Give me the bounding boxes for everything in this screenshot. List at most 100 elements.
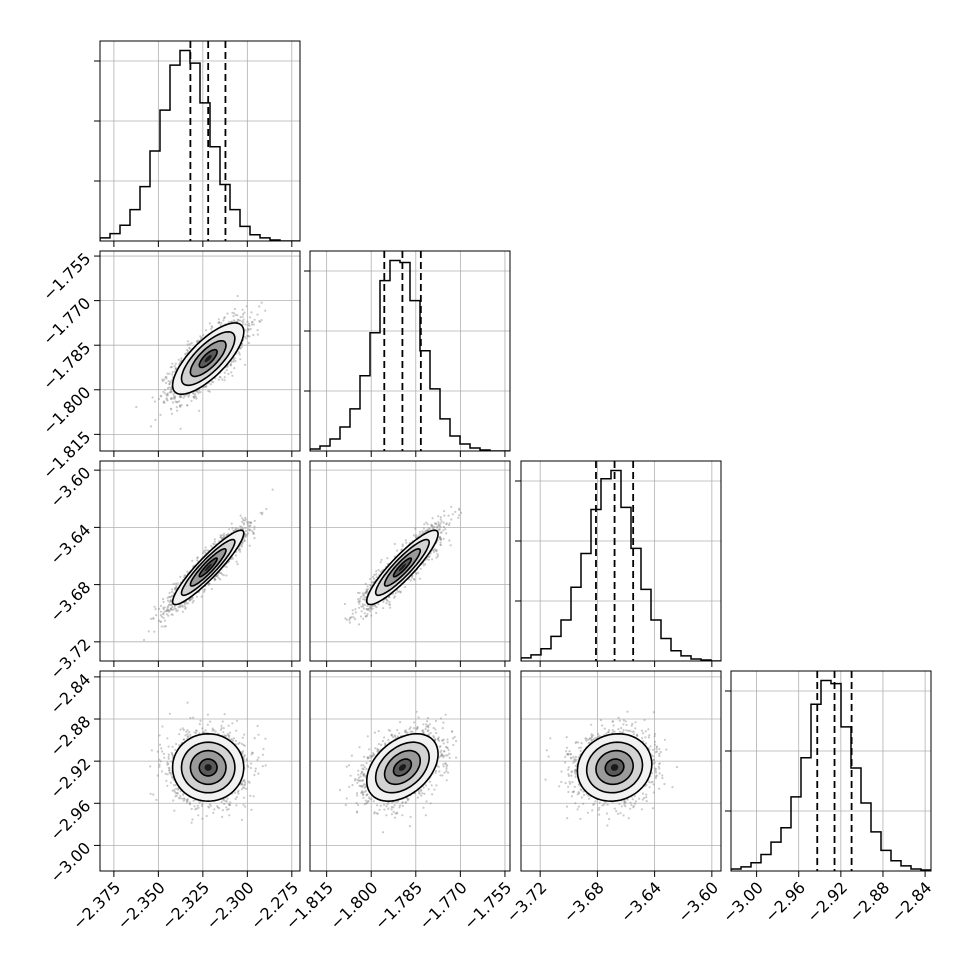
scatter-point — [150, 617, 153, 621]
scatter-point — [256, 329, 259, 332]
scatter-point — [169, 390, 172, 393]
scatter-point — [248, 525, 251, 528]
scatter-point — [241, 315, 244, 318]
scatter-point — [377, 602, 380, 606]
panel-frame — [309, 250, 511, 452]
scatter-point — [259, 320, 262, 323]
scatter-point — [242, 537, 245, 541]
scatter-point — [186, 404, 189, 407]
scatter-point — [213, 578, 217, 581]
scatter-point — [217, 378, 220, 381]
scatter-point — [234, 554, 237, 557]
scatter-point — [179, 427, 182, 430]
contour-line-2 — [180, 538, 236, 597]
scatter-point — [180, 359, 183, 362]
scatter-point — [204, 329, 208, 332]
scatter-point — [170, 397, 173, 400]
scatter-point — [204, 549, 207, 552]
scatter-point — [175, 586, 178, 589]
scatter-point — [367, 607, 371, 610]
scatter-point — [239, 514, 242, 517]
scatter-point — [405, 541, 408, 544]
scatter-point — [241, 320, 244, 323]
scatter-point — [234, 528, 237, 531]
scatter-point — [419, 531, 422, 534]
scatter-point — [226, 312, 229, 315]
scatter-point — [174, 366, 177, 370]
scatter-point — [160, 615, 163, 618]
scatter-point — [226, 365, 229, 368]
scatter-point — [208, 322, 211, 325]
scatter-point — [169, 595, 173, 598]
scatter-point — [436, 555, 439, 558]
scatter-point — [250, 321, 254, 324]
scatter-point — [169, 600, 172, 603]
scatter-point — [359, 615, 363, 618]
scatter-point — [199, 391, 202, 394]
scatter-point — [164, 381, 168, 384]
scatter-point — [192, 392, 195, 395]
scatter-point — [194, 393, 197, 396]
scatter-point — [431, 517, 434, 520]
scatter-point — [250, 521, 253, 524]
scatter-point — [173, 397, 176, 400]
scatter-point — [170, 388, 173, 391]
scatter-point — [232, 360, 235, 363]
scatter-point — [241, 527, 244, 530]
scatter-point — [196, 390, 199, 393]
scatter-point — [170, 365, 173, 369]
scatter-point — [166, 608, 169, 611]
scatter-point — [174, 362, 177, 365]
scatter-point — [172, 397, 175, 400]
scatter-point — [160, 395, 163, 398]
scatter-point — [166, 599, 170, 602]
scatter-point — [165, 375, 168, 378]
scatter-point — [176, 400, 179, 404]
density-level-4 — [204, 563, 212, 572]
scatter-point — [172, 608, 175, 611]
scatter-point — [240, 525, 243, 529]
scatter-point — [152, 617, 155, 620]
scatter-point — [250, 311, 253, 314]
scatter-point — [173, 364, 176, 368]
scatter-point — [159, 604, 163, 608]
scatter-point — [241, 520, 244, 524]
scatter-point — [158, 607, 161, 611]
scatter-point — [236, 527, 240, 531]
panel-frame — [99, 250, 301, 452]
scatter-point — [183, 603, 186, 606]
scatter-point — [168, 386, 171, 389]
scatter-point — [169, 408, 173, 411]
scatter-point — [221, 573, 224, 576]
scatter-point — [185, 352, 188, 355]
scatter-point — [244, 529, 248, 533]
histogram-step — [310, 259, 510, 451]
scatter-point — [174, 587, 177, 590]
scatter-point — [246, 330, 249, 333]
scatter-point — [249, 521, 252, 524]
scatter-point — [345, 618, 348, 621]
scatter-point — [188, 347, 191, 350]
scatter-point — [180, 395, 183, 399]
scatter-point — [189, 597, 192, 601]
scatter-point — [220, 534, 224, 537]
scatter-point — [207, 389, 210, 392]
scatter-point — [166, 387, 169, 390]
scatter-point — [190, 399, 193, 402]
scatter-point — [223, 376, 226, 379]
scatter-point — [356, 591, 360, 594]
scatter-point — [248, 324, 251, 327]
scatter-point — [232, 358, 235, 361]
panel-2-1 — [309, 460, 511, 667]
scatter-point — [209, 383, 212, 386]
scatter-point — [399, 590, 402, 593]
scatter-point — [259, 511, 262, 514]
scatter-point — [368, 577, 372, 581]
scatter-point — [252, 532, 255, 535]
scatter-point — [239, 319, 242, 322]
scatter-point — [181, 610, 185, 613]
scatter-point — [163, 392, 166, 395]
scatter-point — [244, 329, 247, 332]
scatter-point — [233, 320, 237, 323]
scatter-point — [233, 312, 236, 315]
